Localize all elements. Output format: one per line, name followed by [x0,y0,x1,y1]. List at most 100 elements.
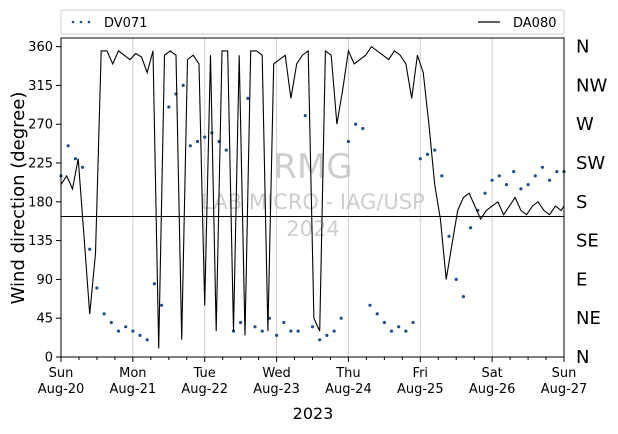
y-tick-label: 135 [28,234,53,249]
watermark: RMG LAB MICRO - IAG/USP 2024 [201,147,425,241]
y-tick-label: 225 [28,157,53,172]
plot-area: RMG LAB MICRO - IAG/USP 2024 [59,37,566,358]
dv071-point [116,329,121,333]
x-tick-date-label: Aug-24 [325,382,372,397]
dv071-point [548,178,552,182]
dv071-point [346,139,350,144]
dv071-series [59,83,566,342]
dv071-point [88,247,92,251]
dv071-point [354,122,358,126]
dv071-point [181,83,185,87]
dv071-point [167,105,171,109]
legend-item-da080: DA080 [478,16,557,31]
y-tick-label: 90 [36,273,53,288]
dv071-point [332,329,336,333]
dv071-point [296,329,300,333]
watermark-line-3: 2024 [286,217,339,241]
dv071-point [224,148,228,152]
x-tick-day-label: Tue [193,366,216,381]
dv071-point [253,325,257,329]
legend: DV071 DA080 [60,9,565,35]
dv071-point [303,114,307,118]
dv071-point [275,333,279,337]
dv071-point [138,333,142,337]
dv071-point [246,96,250,100]
y-tick-label: 315 [28,79,53,94]
legend-dv071-marker [87,20,91,24]
dv071-point [310,325,315,329]
y-axis-title: Wind direction (degree) [8,92,29,305]
dv071-point [504,183,509,187]
dv071-point [339,316,343,320]
x-axis: SunAug-20MonAug-21TueAug-22WedAug-23ThuA… [38,357,587,397]
compass-label: S [576,192,587,213]
dv071-point [131,329,135,333]
compass-label: W [576,114,594,135]
legend-frame [60,9,565,35]
x-tick-day-label: Fri [413,366,429,381]
dv071-point [260,329,264,333]
dv071-point [325,333,329,337]
dv071-point [519,187,523,191]
compass-axis: N NE E SE S SW W NW N [576,37,607,368]
dv071-point [124,325,128,329]
watermark-line-1: RMG [273,147,352,187]
dv071-point [512,170,516,174]
dv071-point [239,320,243,325]
dv071-point [540,165,545,169]
dv071-point [152,282,156,286]
dv071-point [490,178,494,182]
y-axis: 0 45 90 135 180 225 270 315 360 [28,40,61,366]
dv071-point [160,303,164,307]
dv071-point [102,312,106,316]
compass-label: E [576,269,587,290]
legend-item-dv071: DV071 [71,16,148,31]
dv071-point [361,126,365,131]
dv071-point [188,144,192,148]
x-tick-date-label: Aug-22 [181,382,228,397]
y-tick-label: 180 [28,195,53,210]
y-tick-label: 270 [28,118,53,133]
x-tick-day-label: Mon [119,366,146,381]
dv071-point [469,226,473,230]
legend-dv071-marker [71,20,75,24]
x-tick-day-label: Sun [552,366,577,381]
legend-dv071-label: DV071 [104,16,148,31]
compass-label: NE [576,308,601,329]
x-tick-day-label: Sun [49,366,74,381]
x-tick-day-label: Wed [262,366,290,381]
dv071-point [526,183,530,187]
legend-dv071-marker [79,20,83,24]
x-axis-title: 2023 [293,404,334,423]
dv071-point [555,170,559,174]
dv071-point [73,157,77,161]
dv071-point [375,312,379,316]
x-tick-date-label: Aug-23 [253,382,300,397]
dv071-point [382,320,386,325]
dv071-point [397,325,401,329]
dv071-point [389,329,394,333]
dv071-point [95,286,99,290]
dv071-point [195,139,200,144]
dv071-point [533,174,537,178]
dv071-point [483,191,487,195]
y-tick-label: 360 [28,40,53,55]
x-tick-date-label: Aug-26 [469,382,516,397]
plot-background [61,38,564,357]
legend-da080-label: DA080 [513,16,557,31]
compass-label: SW [576,153,605,174]
dv071-point [318,338,322,342]
compass-label: N [576,347,589,368]
dv071-point [282,320,286,325]
y-tick-label: 0 [45,351,53,366]
dv071-point [433,148,437,152]
compass-label: N [576,37,589,58]
dv071-point [66,144,70,148]
dv071-point [497,174,501,178]
dv071-point [447,234,451,238]
dv071-point [81,165,85,169]
dv071-point [440,174,444,178]
compass-label: SE [576,231,599,252]
compass-label: NW [576,75,607,96]
